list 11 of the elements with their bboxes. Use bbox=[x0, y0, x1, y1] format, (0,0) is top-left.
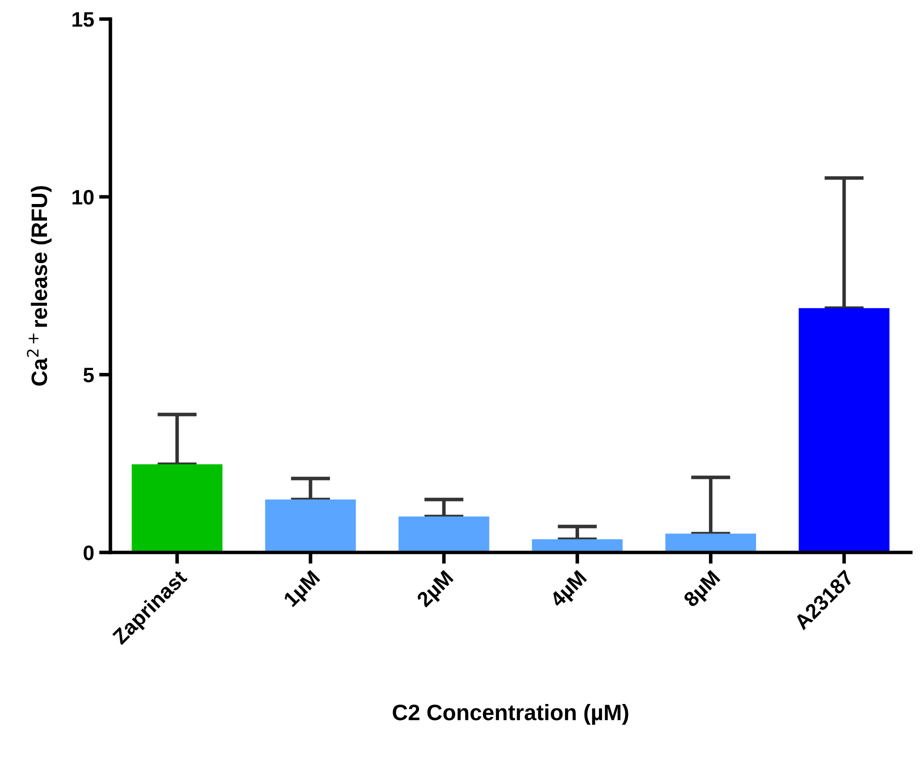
bar bbox=[132, 464, 222, 552]
x-axis-title: C2 Concentration (µM) bbox=[392, 704, 628, 725]
bar bbox=[665, 534, 756, 552]
y-tick-label: 5 bbox=[83, 368, 94, 382]
y-tick-label: 10 bbox=[72, 190, 94, 205]
y-tick-label: 0 bbox=[84, 545, 94, 560]
bar bbox=[265, 499, 356, 552]
y-tick-label: 15 bbox=[72, 12, 94, 27]
y-axis-title: Ca$^{2+}$release (RFU) bbox=[26, 186, 52, 386]
bar bbox=[798, 308, 890, 552]
bar bbox=[398, 516, 490, 552]
